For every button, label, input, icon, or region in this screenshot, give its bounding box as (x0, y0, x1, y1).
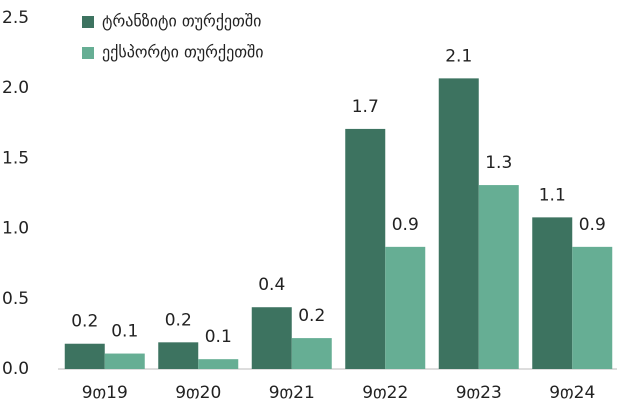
value-label: 0.2 (71, 312, 98, 332)
bar (478, 185, 519, 369)
x-tick-label: 9თ22 (362, 383, 408, 403)
bar (158, 342, 199, 369)
value-label: 2.1 (445, 46, 472, 66)
bar (198, 359, 239, 369)
legend-swatch (82, 47, 94, 59)
bar (385, 246, 426, 369)
x-tick-label: 9თ23 (456, 383, 502, 403)
value-label: 0.2 (298, 306, 325, 326)
legend-label: ექსპორტი თურქეთში (102, 43, 264, 62)
value-label: 0.2 (165, 310, 192, 330)
value-label: 0.4 (258, 275, 285, 295)
x-tick-label: 9თ21 (269, 383, 315, 403)
bar (291, 338, 332, 369)
bar (64, 343, 105, 369)
y-tick-label: 1.5 (2, 148, 29, 168)
bar (104, 353, 145, 369)
y-tick-label: 2.5 (2, 8, 29, 28)
value-label: 0.1 (205, 327, 232, 347)
value-label: 0.9 (579, 215, 606, 235)
y-tick-label: 2.0 (2, 78, 29, 98)
legend-swatch (82, 16, 94, 28)
bar (345, 128, 386, 369)
y-tick-label: 0.0 (2, 359, 29, 379)
x-tick-label: 9თ19 (82, 383, 128, 403)
x-tick-label: 9თ24 (549, 383, 595, 403)
value-label: 0.1 (111, 322, 138, 342)
bar (532, 217, 573, 369)
y-tick-label: 0.5 (2, 289, 29, 309)
x-tick-label: 9თ20 (175, 383, 221, 403)
y-tick-label: 1.0 (2, 219, 29, 239)
bar (251, 307, 292, 369)
value-label: 1.1 (539, 185, 566, 205)
value-label: 1.7 (352, 97, 379, 117)
bar (572, 246, 613, 369)
value-label: 1.3 (485, 153, 512, 173)
value-label: 0.9 (392, 215, 419, 235)
legend-label: ტრანზიტი თურქეთში (102, 12, 261, 31)
bar (438, 78, 479, 369)
